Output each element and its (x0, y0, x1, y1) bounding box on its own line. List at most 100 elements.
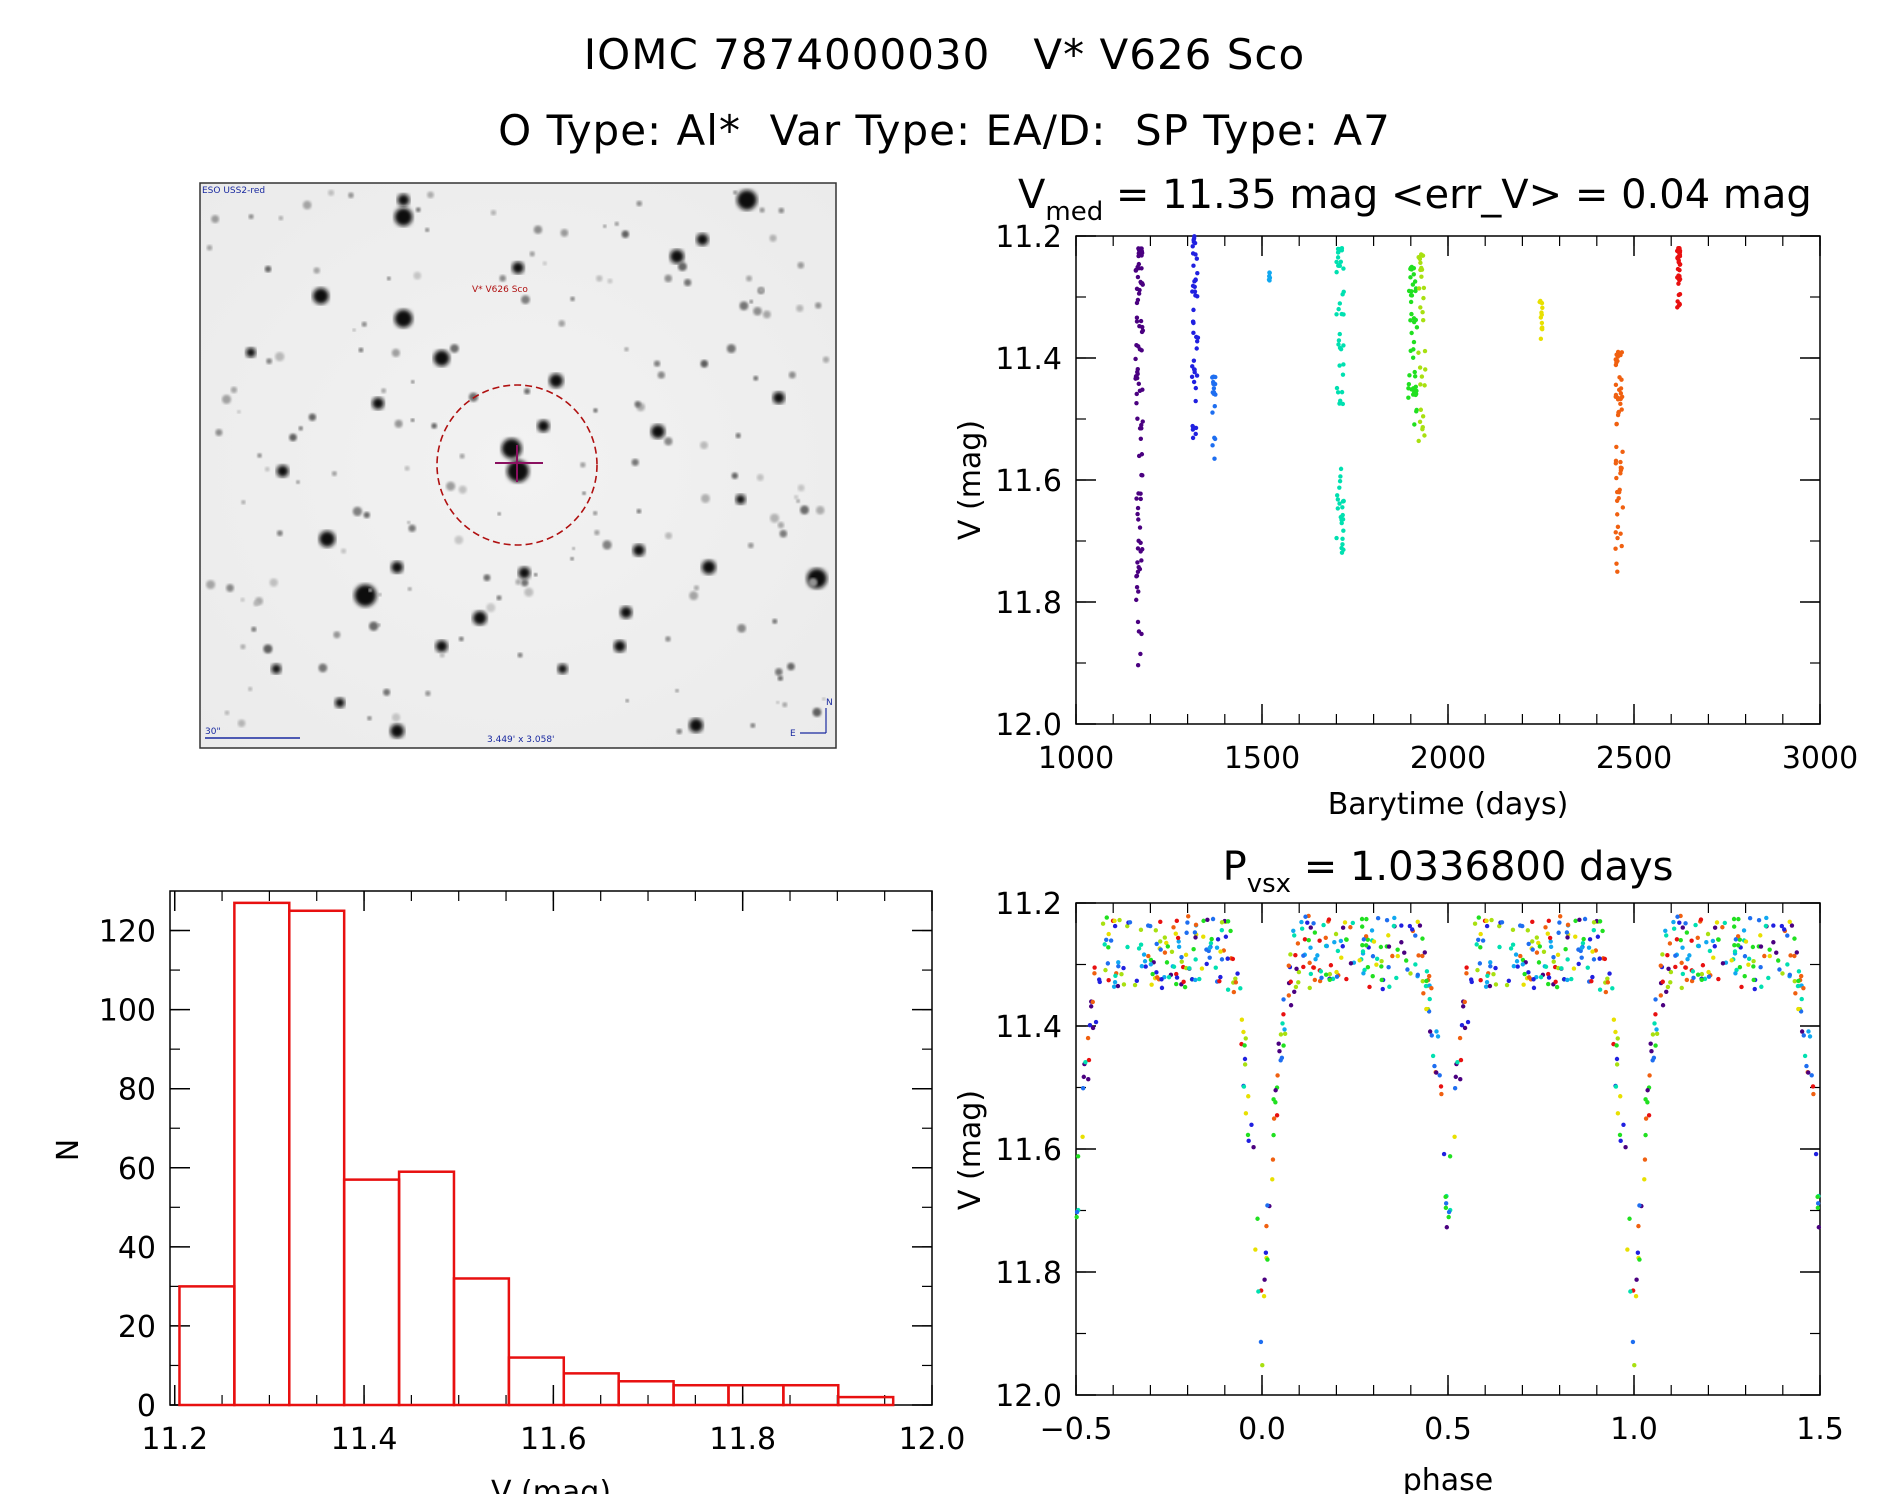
pc-point (1756, 917, 1762, 923)
pc-point (1218, 974, 1223, 980)
pc-point (1246, 1138, 1251, 1144)
lc-point (1210, 443, 1215, 448)
pc-point (1288, 952, 1293, 957)
pc-point (1679, 960, 1684, 966)
pc-point (1497, 944, 1502, 950)
y-tick-label: 11.4 (995, 1010, 1062, 1045)
lc-point (1340, 372, 1346, 377)
star (391, 561, 404, 574)
pc-point (1664, 933, 1669, 938)
lc-point (1618, 459, 1623, 465)
star (650, 424, 665, 439)
lc-point (1193, 431, 1198, 437)
pc-point (1665, 984, 1671, 990)
pc-point (1363, 934, 1369, 939)
lc-point (1136, 564, 1141, 570)
pc-point (1154, 941, 1159, 947)
pc-point (1628, 1289, 1633, 1294)
pc-point (1435, 1034, 1441, 1039)
pc-point (1438, 1084, 1444, 1089)
pc-point (1751, 958, 1756, 964)
phase-curve-points (1074, 913, 1822, 1368)
pc-point (1565, 922, 1571, 927)
star (696, 233, 709, 246)
pc-point (1159, 977, 1164, 982)
lc-point (1341, 362, 1346, 367)
pc-point (1251, 1145, 1256, 1150)
star (625, 698, 629, 703)
pc-point (1579, 955, 1584, 960)
pc-point (1546, 981, 1551, 987)
pc-point (1600, 928, 1605, 934)
lc-point (1539, 312, 1544, 317)
pc-point (1413, 933, 1418, 938)
y-tick-label: 11.6 (995, 1133, 1062, 1168)
pc-point (1394, 975, 1399, 981)
star (517, 652, 523, 658)
star (607, 278, 613, 284)
pc-point (1455, 1060, 1460, 1065)
pc-point (1255, 1216, 1260, 1221)
pc-point (1664, 989, 1669, 994)
pc-point (1209, 936, 1214, 942)
lc-point (1194, 346, 1199, 351)
x-tick-label: 0.5 (1424, 1412, 1472, 1447)
star (815, 302, 822, 309)
pc-point (1148, 962, 1154, 967)
pc-point (1443, 1205, 1449, 1211)
lc-point (1618, 401, 1623, 407)
star (496, 595, 502, 601)
star (518, 566, 531, 579)
x-tick-label: 3000 (1782, 741, 1858, 776)
pc-point (1274, 1113, 1280, 1118)
pc-point (1176, 939, 1181, 944)
pc-point (1747, 916, 1753, 921)
pc-point (1801, 985, 1806, 991)
histogram-ylabel: N (51, 1139, 86, 1161)
pc-point (1742, 954, 1748, 959)
pc-point (1478, 931, 1483, 937)
pc-point (1506, 978, 1512, 984)
lc-point (1136, 381, 1141, 387)
star (693, 585, 700, 591)
star (413, 271, 422, 280)
pc-point (1623, 1145, 1628, 1150)
pc-point (1810, 1084, 1816, 1089)
pc-point (1653, 997, 1658, 1002)
star (319, 530, 336, 547)
pc-point (1312, 977, 1318, 983)
star (689, 591, 699, 601)
pc-point (1758, 964, 1763, 970)
star (758, 287, 765, 294)
star (777, 675, 783, 681)
pc-point (1788, 953, 1793, 958)
y-tick-label: 11.6 (995, 464, 1062, 499)
star (772, 391, 785, 404)
pc-point (1531, 985, 1537, 991)
pc-point (1634, 1277, 1639, 1282)
histogram-bar (617, 1380, 675, 1407)
pc-point (1370, 973, 1375, 979)
pc-point (1173, 931, 1178, 936)
pc-point (1764, 915, 1769, 921)
lc-point (1338, 466, 1344, 472)
star (431, 423, 437, 429)
lc-point (1267, 278, 1272, 283)
pc-point (1409, 927, 1415, 932)
pc-point (1112, 979, 1118, 985)
pc-point (1815, 1201, 1821, 1206)
lc-point (1675, 305, 1680, 310)
star (797, 484, 805, 492)
lc-point (1193, 277, 1198, 283)
histogram-bar (288, 909, 346, 1407)
pc-point (1741, 928, 1747, 933)
light-curve-frame (1075, 235, 1821, 725)
star (245, 347, 256, 358)
star (632, 544, 645, 557)
pc-point (1515, 964, 1520, 969)
star (596, 275, 603, 282)
lc-point (1137, 287, 1142, 293)
pc-point (1374, 962, 1379, 967)
pc-point (1420, 936, 1425, 941)
star (756, 474, 764, 482)
